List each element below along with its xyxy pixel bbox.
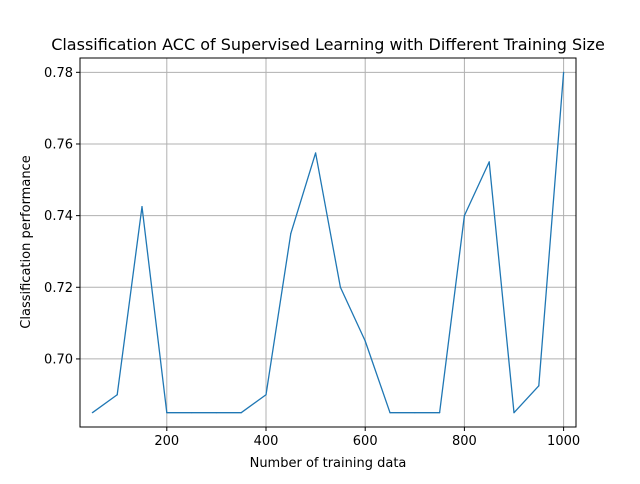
x-tick-label: 600: [353, 434, 378, 449]
data-point: [364, 340, 366, 342]
data-point: [463, 215, 465, 217]
y-tick-label: 0.78: [44, 66, 73, 81]
x-tick-label: 200: [154, 434, 179, 449]
y-tick-label: 0.72: [44, 281, 73, 296]
y-tick-label: 0.70: [44, 352, 73, 367]
data-point: [439, 412, 441, 414]
data-point: [116, 394, 118, 396]
y-tick-label: 0.74: [44, 209, 73, 224]
data-point: [240, 412, 242, 414]
chart-title: Classification ACC of Supervised Learnin…: [51, 35, 605, 54]
data-point: [91, 412, 93, 414]
data-point: [141, 206, 143, 208]
x-tick-label: 1000: [547, 434, 580, 449]
data-point: [563, 71, 565, 73]
data-point: [513, 412, 515, 414]
x-tick-label: 400: [254, 434, 279, 449]
data-point: [538, 385, 540, 387]
data-point: [166, 412, 168, 414]
y-axis: 0.70 0.72 0.74 0.76 0.78: [44, 66, 80, 367]
data-point: [215, 412, 217, 414]
series-layer: [91, 71, 565, 414]
data-point: [389, 412, 391, 414]
x-tick-label: 800: [452, 434, 477, 449]
data-point: [315, 152, 317, 154]
data-point: [414, 412, 416, 414]
data-point: [488, 161, 490, 163]
data-point: [339, 286, 341, 288]
grid: [80, 58, 576, 427]
y-axis-label: Classification performance: [19, 155, 34, 328]
y-tick-label: 0.76: [44, 137, 73, 152]
data-point: [191, 412, 193, 414]
plot-frame: [79, 57, 577, 428]
x-axis: 200 400 600 800 1000: [154, 427, 580, 449]
x-axis-label: Number of training data: [250, 456, 407, 471]
data-point: [290, 232, 292, 235]
series-line: [92, 72, 565, 414]
data-point: [265, 394, 267, 396]
